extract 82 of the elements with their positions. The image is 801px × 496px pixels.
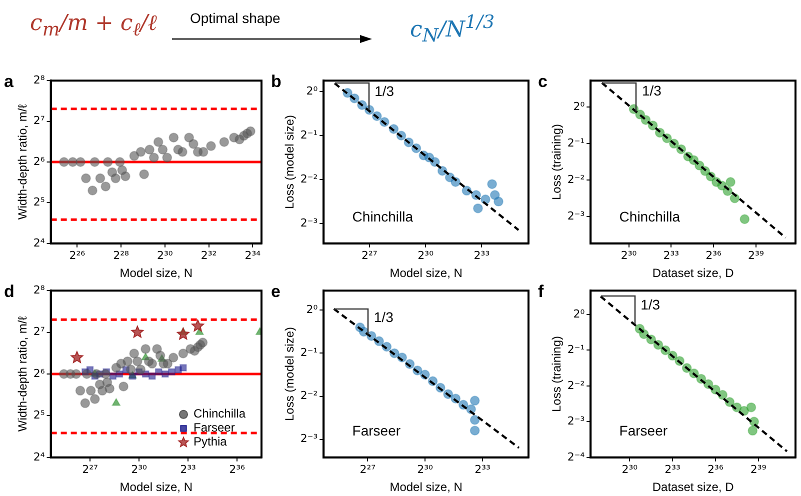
x-axis-title: Model size, N <box>120 266 193 280</box>
x-tick-label: 2²⁶ <box>69 248 86 262</box>
x-tick-label: 2³⁰ <box>417 462 434 476</box>
y-axis-title: Width-depth ratio, m/ℓ <box>16 104 30 220</box>
annotation: Farseer <box>619 422 668 438</box>
x-tick-label: 2³³ <box>180 462 196 476</box>
y-tick-label: 2⁻² <box>567 172 585 186</box>
x-tick-label: 2³⁰ <box>157 248 174 262</box>
y-axis-title: Loss (training) <box>550 336 564 412</box>
x-axis-title: Dataset size, D <box>652 266 734 280</box>
chart-title: c <box>538 72 548 92</box>
y-tick-label: 2⁻¹ <box>567 136 585 150</box>
y-tick-label: 2⁻³ <box>567 414 585 428</box>
x-tick-label: 2³⁶ <box>706 248 722 262</box>
y-axis-title: Loss (training) <box>550 124 564 200</box>
x-tick-label: 2²⁷ <box>362 248 378 262</box>
x-tick-label: 2³³ <box>663 248 680 262</box>
y-tick-label: 2⁻¹ <box>300 346 318 360</box>
x-tick-label: 2³³ <box>474 248 490 262</box>
chart-title: e <box>271 282 280 302</box>
x-tick-label: 2³⁶ <box>708 462 724 476</box>
annotation: 1/3 <box>374 308 394 325</box>
y-tick-label: 2⁻³ <box>300 432 318 446</box>
y-tick-label: 2⁴ <box>33 236 46 250</box>
x-axis-title: Model size, N <box>390 266 462 280</box>
y-tick-label: 2⁻² <box>567 378 585 392</box>
y-tick-label: 2⁴ <box>33 450 46 464</box>
chart-title: b <box>271 72 282 92</box>
x-tick-label: 2³⁰ <box>131 462 148 476</box>
y-tick-label: 2⁻³ <box>567 209 585 222</box>
y-tick-label: 2⁶ <box>33 366 46 380</box>
y-tick-label: 2⁰ <box>306 84 318 98</box>
y-tick-label: 2⁷ <box>33 325 45 338</box>
x-tick-label: 2³³ <box>474 462 490 476</box>
y-tick-label: 2⁻³ <box>300 216 318 230</box>
x-tick-label: 2²⁸ <box>113 248 130 262</box>
x-tick-label: 2³⁰ <box>418 248 434 262</box>
y-tick-label: 2⁵ <box>33 196 45 209</box>
legend-label: Chinchilla <box>194 406 246 421</box>
x-tick-label: 2³⁹ <box>750 462 766 476</box>
y-tick-label: 2⁸ <box>33 283 46 296</box>
y-tick-label: 2⁸ <box>33 73 46 86</box>
y-tick-label: 2⁻² <box>300 172 318 186</box>
y-tick-label: 2⁻⁴ <box>567 450 586 464</box>
x-tick-label: 2³⁴ <box>244 248 262 262</box>
annotation: 1/3 <box>640 296 660 312</box>
y-tick-label: 2⁵ <box>33 408 45 422</box>
x-axis-title: Dataset size, D <box>652 480 734 494</box>
x-axis-title: Model size, N <box>120 480 193 494</box>
y-axis-title: Loss (model size) <box>282 326 297 422</box>
y-tick-label: 2⁻² <box>300 389 318 402</box>
annotation: 1/3 <box>374 83 394 100</box>
x-tick-label: 2³⁰ <box>620 248 638 262</box>
annotation: 1/3 <box>642 82 662 99</box>
x-tick-label: 2³⁹ <box>748 248 764 262</box>
y-tick-label: 2⁰ <box>573 307 586 320</box>
legend-label: Pythia <box>194 434 228 449</box>
y-tick-label: 2⁻¹ <box>567 343 585 356</box>
legend-label: Farseer <box>194 420 235 435</box>
text: Optimal shape <box>190 10 280 26</box>
chart-title: d <box>4 282 14 302</box>
annotation: Chinchilla <box>352 208 414 224</box>
y-tick-label: 2⁶ <box>33 154 46 168</box>
x-tick-label: 2²⁷ <box>82 462 98 476</box>
y-tick-label: 2⁻¹ <box>300 128 318 142</box>
text: c$_{m}$/m + c$_{ℓ}$/ℓ <box>30 10 157 40</box>
x-tick-label: 2³² <box>200 248 217 262</box>
y-axis-title: Loss (model size) <box>282 114 297 210</box>
y-tick-label: 2⁰ <box>573 100 586 114</box>
chart-title: f <box>538 282 544 302</box>
chart-title: a <box>4 72 14 92</box>
y-axis-title: Width-depth ratio, m/ℓ <box>16 316 30 432</box>
x-tick-label: 2³³ <box>664 462 680 476</box>
y-tick-label: 2⁰ <box>306 303 318 316</box>
annotation: Farseer <box>352 422 401 438</box>
x-tick-label: 2³⁶ <box>229 462 246 476</box>
text: c$_{N}$/N$^{1/3}$ <box>410 12 495 47</box>
annotation: Chinchilla <box>619 208 680 224</box>
y-tick-label: 2⁷ <box>33 114 45 128</box>
x-tick-label: 2³⁰ <box>622 462 638 476</box>
x-tick-label: 2²⁷ <box>360 462 376 476</box>
x-axis-title: Model size, N <box>390 480 462 494</box>
